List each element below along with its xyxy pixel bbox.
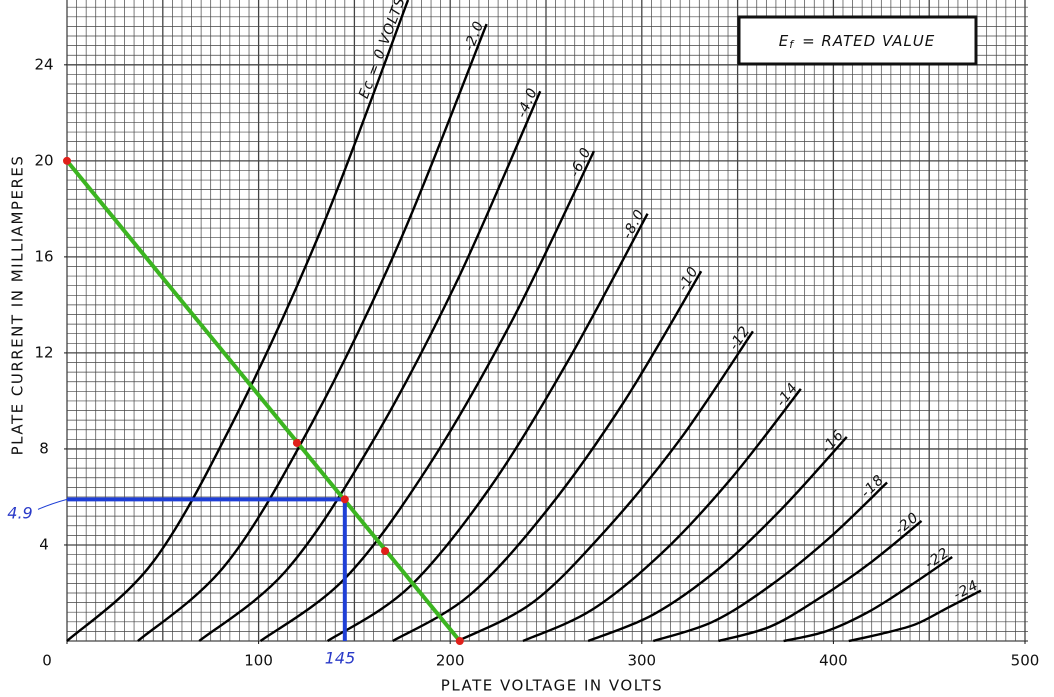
point: [63, 156, 71, 165]
point: [292, 438, 301, 447]
x-axis-label: PLATE VOLTAGE IN VOLTS: [441, 677, 663, 695]
plate-curve: [198, 90, 542, 642]
plate-curve: [652, 481, 888, 643]
current-annotation: 4.9: [7, 504, 32, 523]
plate-curve: [522, 388, 802, 643]
x-tick-label: 200: [436, 652, 465, 670]
plate-curve: [848, 589, 982, 643]
plate-curve: [587, 436, 848, 643]
grid: [64, 0, 1028, 644]
y-tick-label: 4: [39, 535, 49, 553]
curve-label: -14: [773, 380, 802, 410]
curve-label: -20: [892, 509, 922, 538]
plate-curve: [326, 213, 649, 643]
curve-label: -8.0: [619, 207, 648, 242]
x-tick-label: 100: [244, 652, 273, 670]
curve-label: -4.0: [514, 85, 541, 120]
plate-curve: [457, 330, 754, 643]
x-tick-label: 0: [42, 652, 52, 670]
annotation-stroke: [37, 498, 68, 510]
box-subscript: f: [789, 38, 795, 51]
x-tick-label: 400: [819, 652, 848, 670]
y-tick-label: 20: [34, 151, 53, 169]
plate-curve: [392, 270, 703, 643]
curve-label: -6.0: [567, 145, 595, 180]
plate-curve: [137, 23, 488, 642]
annotation-box: [737, 15, 978, 66]
point: [455, 637, 464, 645]
point: [340, 495, 349, 504]
operating-lines: [67, 497, 347, 641]
annotation-box-text: Ef = RATED VALUE: [779, 32, 936, 52]
load-line: [65, 159, 462, 643]
x-tick-label: 300: [627, 652, 656, 670]
y-tick-label: 8: [39, 439, 49, 457]
overlay: [37, 156, 464, 645]
box-symbol: E: [779, 32, 789, 50]
plate-curve: [259, 150, 595, 642]
y-tick-label: 16: [34, 247, 53, 265]
point: [381, 546, 390, 555]
box-text: = RATED VALUE: [802, 32, 935, 50]
plate-curve: [783, 555, 953, 643]
voltage-annotation: 145: [325, 649, 356, 668]
y-tick-label: 24: [34, 55, 53, 73]
plate-curve: [718, 520, 923, 643]
plate-curve: [66, 0, 410, 642]
y-axis-label: PLATE CURRENT IN MILLIAMPERES: [9, 155, 27, 456]
x-tick-label: 500: [1011, 652, 1040, 670]
y-tick-label: 12: [34, 343, 53, 361]
